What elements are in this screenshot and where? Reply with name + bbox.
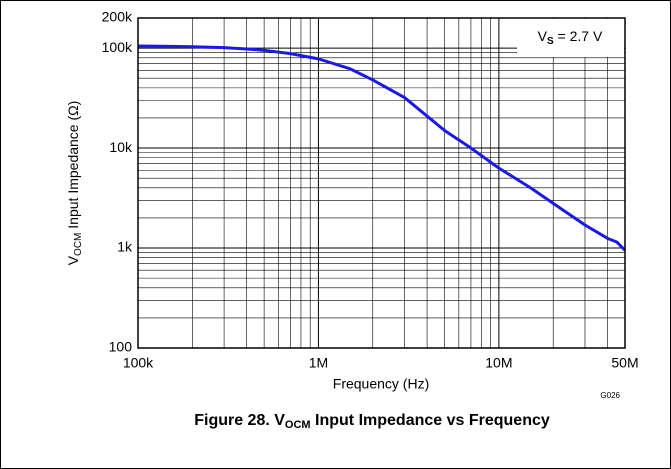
annotation-subscript: S [547, 36, 554, 47]
y-tick-label: 100k [102, 39, 133, 55]
plot-border [137, 17, 626, 349]
chart-title: Figure 28. VOCM Input Impedance vs Frequ… [194, 412, 550, 431]
y-tick-label: 10k [109, 139, 133, 155]
x-axis-label: Frequency (Hz) [333, 376, 429, 392]
x-tick-label: 10M [485, 355, 512, 371]
ylabel-subscript: OCM [73, 233, 84, 256]
x-tick-label: 100k [123, 355, 154, 371]
y-tick-label: 1k [117, 239, 133, 255]
annotation: VS = 2.7 V [538, 28, 603, 47]
ylabel-part: Input Impedance (Ω) [65, 101, 81, 233]
title-subscript: OCM [285, 419, 311, 431]
data-line [137, 44, 627, 252]
y-tick-label: 200k [102, 9, 133, 25]
annotation-part: = 2.7 V [554, 28, 603, 44]
x-tick-label: 50M [611, 355, 638, 371]
ylabel-part: V [65, 255, 81, 265]
title-part: Input Impedance vs Frequency [311, 412, 550, 429]
y-tick-label: 100 [109, 339, 133, 355]
annotation-box [517, 19, 624, 57]
annotation-part: V [538, 28, 548, 44]
figure-code: G026 [600, 391, 620, 400]
y-axis-label: VOCM Input Impedance (Ω) [65, 101, 84, 266]
title-part: Figure 28. V [194, 412, 285, 429]
x-tick-label: 1M [309, 355, 328, 371]
